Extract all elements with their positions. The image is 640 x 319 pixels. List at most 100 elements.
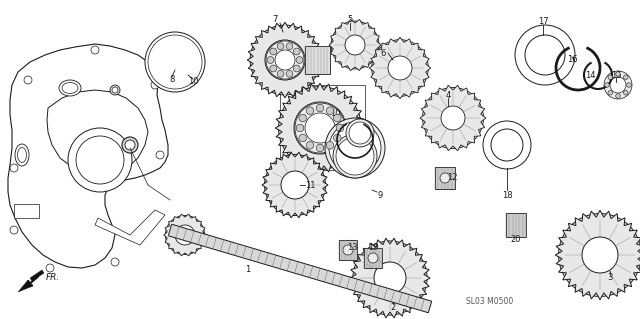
Polygon shape — [18, 280, 33, 292]
Text: 17: 17 — [538, 18, 548, 26]
FancyBboxPatch shape — [435, 167, 455, 189]
Circle shape — [316, 144, 324, 152]
Circle shape — [156, 151, 164, 159]
Circle shape — [10, 164, 18, 172]
Polygon shape — [275, 83, 365, 173]
Circle shape — [148, 35, 202, 89]
Text: 19: 19 — [368, 243, 378, 253]
Circle shape — [515, 25, 575, 85]
Circle shape — [299, 114, 307, 122]
Circle shape — [145, 32, 205, 92]
Circle shape — [306, 142, 314, 149]
Circle shape — [270, 48, 276, 55]
Circle shape — [349, 122, 371, 144]
FancyBboxPatch shape — [506, 213, 526, 237]
Circle shape — [374, 262, 406, 294]
Polygon shape — [555, 210, 640, 300]
Text: 7: 7 — [272, 16, 278, 25]
Circle shape — [295, 103, 345, 153]
Circle shape — [346, 119, 374, 147]
Circle shape — [422, 87, 484, 149]
Circle shape — [68, 128, 132, 192]
Circle shape — [266, 41, 304, 79]
Text: 4: 4 — [445, 91, 451, 100]
Circle shape — [275, 50, 295, 70]
Circle shape — [125, 140, 135, 150]
Polygon shape — [164, 214, 206, 256]
Circle shape — [265, 40, 305, 80]
Text: SL03 M0500: SL03 M0500 — [467, 298, 514, 307]
Circle shape — [608, 91, 612, 95]
Circle shape — [616, 94, 620, 98]
Text: 9: 9 — [378, 190, 383, 199]
FancyBboxPatch shape — [339, 240, 357, 260]
Circle shape — [333, 134, 341, 142]
Ellipse shape — [59, 80, 81, 96]
Polygon shape — [168, 224, 432, 313]
Circle shape — [270, 65, 276, 72]
Text: 20: 20 — [511, 235, 521, 244]
Circle shape — [281, 171, 309, 199]
Circle shape — [610, 77, 626, 93]
Text: 10: 10 — [188, 78, 198, 86]
Circle shape — [331, 21, 379, 69]
Polygon shape — [262, 152, 328, 218]
Circle shape — [623, 75, 628, 79]
Circle shape — [525, 35, 565, 75]
Circle shape — [333, 134, 377, 178]
Circle shape — [329, 122, 381, 174]
Circle shape — [623, 91, 628, 95]
Circle shape — [24, 76, 32, 84]
Circle shape — [559, 214, 640, 296]
Circle shape — [293, 65, 300, 72]
Circle shape — [491, 129, 523, 161]
Circle shape — [326, 142, 334, 149]
Circle shape — [91, 46, 99, 54]
Text: 3: 3 — [607, 273, 612, 283]
Circle shape — [267, 56, 274, 63]
Polygon shape — [329, 19, 381, 70]
Circle shape — [299, 134, 307, 142]
Text: 8: 8 — [170, 76, 175, 85]
Text: 15: 15 — [611, 70, 621, 79]
Circle shape — [582, 237, 618, 273]
Circle shape — [278, 86, 362, 169]
Circle shape — [368, 253, 378, 263]
Circle shape — [293, 48, 300, 55]
Circle shape — [122, 137, 138, 153]
Circle shape — [325, 118, 385, 178]
Circle shape — [372, 40, 428, 96]
Circle shape — [336, 137, 374, 175]
Circle shape — [336, 124, 344, 132]
Polygon shape — [369, 37, 431, 99]
Circle shape — [151, 81, 159, 89]
Polygon shape — [47, 90, 148, 175]
Polygon shape — [30, 270, 44, 281]
Circle shape — [294, 102, 346, 154]
Circle shape — [286, 43, 293, 50]
Ellipse shape — [15, 144, 29, 166]
Circle shape — [316, 104, 324, 112]
Circle shape — [605, 83, 609, 87]
Text: 11: 11 — [305, 181, 316, 189]
Circle shape — [483, 121, 531, 169]
Text: 12: 12 — [447, 174, 457, 182]
Circle shape — [608, 75, 612, 79]
Circle shape — [333, 114, 341, 122]
Circle shape — [277, 43, 284, 50]
Text: 5: 5 — [348, 16, 353, 25]
Circle shape — [112, 87, 118, 93]
Text: 13: 13 — [347, 243, 357, 253]
Polygon shape — [149, 36, 201, 88]
Circle shape — [264, 154, 326, 216]
Text: 10: 10 — [330, 108, 340, 117]
Circle shape — [46, 264, 54, 272]
Circle shape — [627, 83, 631, 87]
Circle shape — [110, 85, 120, 95]
Text: FR.: FR. — [46, 273, 60, 283]
FancyBboxPatch shape — [14, 204, 39, 218]
Circle shape — [343, 245, 353, 255]
Polygon shape — [420, 85, 486, 151]
Circle shape — [286, 70, 293, 77]
FancyBboxPatch shape — [364, 248, 382, 268]
